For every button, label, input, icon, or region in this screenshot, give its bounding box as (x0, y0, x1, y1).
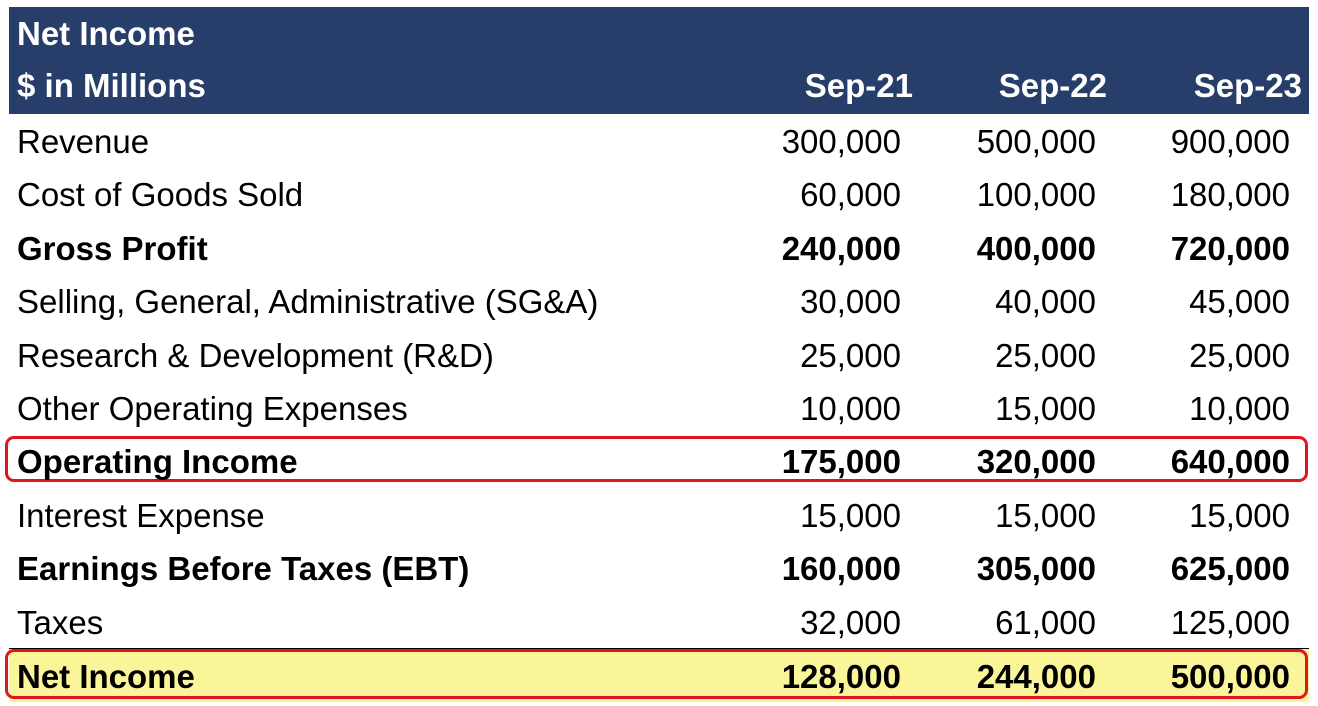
highlight-outline (5, 648, 1308, 699)
cell-sep-22: 61,000 (995, 603, 1096, 641)
cell-sep-23: 10,000 (1189, 389, 1290, 427)
highlight-outline (5, 436, 1308, 483)
row-research-development: Research & Development (R&D) 25,000 25,0… (9, 328, 1309, 381)
row-gross-profit: Gross Profit 240,000 400,000 720,000 (9, 221, 1309, 274)
row-label: Other Operating Expenses (17, 389, 408, 427)
cell-sep-21: 300,000 (781, 123, 901, 160)
row-label: Interest Expense (17, 496, 265, 534)
table-subtitle: $ in Millions (17, 67, 206, 104)
row-net-income: Net Income 128,000 244,000 500,000 (5, 647, 1309, 703)
cell-sep-23: 625,000 (1170, 550, 1290, 588)
cell-sep-21: 25,000 (800, 336, 901, 374)
row-label: Operating Income (17, 443, 298, 481)
row-cost-of-goods-sold: Cost of Goods Sold 60,000 100,000 180,00… (9, 167, 1309, 220)
table-header: Net Income $ in Millions Sep-21 Sep-22 S… (9, 7, 1309, 114)
row-label: Revenue (17, 123, 150, 160)
row-label: Cost of Goods Sold (17, 176, 304, 214)
cell-sep-23: 640,000 (1170, 443, 1290, 481)
row-operating-income: Operating Income 175,000 320,000 640,000 (5, 434, 1309, 487)
row-label: Earnings Before Taxes (EBT) (17, 550, 470, 588)
cell-sep-23: 500,000 (1170, 657, 1290, 695)
cell-sep-22: 244,000 (976, 657, 1096, 695)
cell-sep-21: 175,000 (781, 443, 901, 481)
row-taxes: Taxes 32,000 61,000 125,000 (9, 595, 1309, 648)
cell-sep-21: 160,000 (781, 550, 901, 588)
cell-sep-22: 305,000 (976, 550, 1096, 588)
column-header-sep-21: Sep-21 (804, 67, 913, 104)
cell-sep-23: 180,000 (1170, 176, 1290, 214)
row-other-operating-expenses: Other Operating Expenses 10,000 15,000 1… (9, 381, 1309, 434)
column-header-sep-23: Sep-23 (1193, 67, 1302, 104)
row-label: Net Income (17, 657, 195, 695)
table-title: Net Income (17, 15, 195, 52)
row-sga: Selling, General, Administrative (SG&A) … (9, 274, 1309, 327)
cell-sep-21: 15,000 (800, 496, 901, 534)
cell-sep-22: 15,000 (995, 496, 1096, 534)
cell-sep-23: 15,000 (1189, 496, 1290, 534)
cell-sep-22: 320,000 (976, 443, 1096, 481)
row-interest-expense: Interest Expense 15,000 15,000 15,000 (9, 488, 1309, 541)
column-header-sep-22: Sep-22 (998, 67, 1107, 104)
cell-sep-22: 500,000 (976, 123, 1096, 160)
cell-sep-21: 10,000 (800, 389, 901, 427)
cell-sep-22: 400,000 (976, 229, 1096, 267)
row-earnings-before-taxes: Earnings Before Taxes (EBT) 160,000 305,… (9, 541, 1309, 594)
cell-sep-21: 60,000 (800, 176, 901, 214)
cell-sep-23: 125,000 (1170, 603, 1290, 641)
row-label: Selling, General, Administrative (SG&A) (17, 283, 599, 321)
cell-sep-23: 900,000 (1170, 123, 1290, 160)
income-statement-table: Net Income $ in Millions Sep-21 Sep-22 S… (5, 7, 1309, 703)
cell-sep-23: 720,000 (1170, 229, 1290, 267)
cell-sep-22: 40,000 (995, 283, 1096, 321)
cell-sep-23: 25,000 (1189, 336, 1290, 374)
cell-sep-21: 240,000 (781, 229, 901, 267)
cell-sep-22: 25,000 (995, 336, 1096, 374)
row-label: Taxes (17, 603, 104, 641)
row-label: Research & Development (R&D) (17, 336, 494, 374)
cell-sep-23: 45,000 (1189, 283, 1290, 321)
cell-sep-21: 30,000 (800, 283, 901, 321)
cell-sep-21: 128,000 (781, 657, 901, 695)
row-label: Gross Profit (17, 229, 208, 267)
cell-sep-22: 15,000 (995, 389, 1096, 427)
row-revenue: Revenue 300,000 500,000 900,000 (9, 114, 1309, 167)
cell-sep-22: 100,000 (976, 176, 1096, 214)
cell-sep-21: 32,000 (800, 603, 901, 641)
